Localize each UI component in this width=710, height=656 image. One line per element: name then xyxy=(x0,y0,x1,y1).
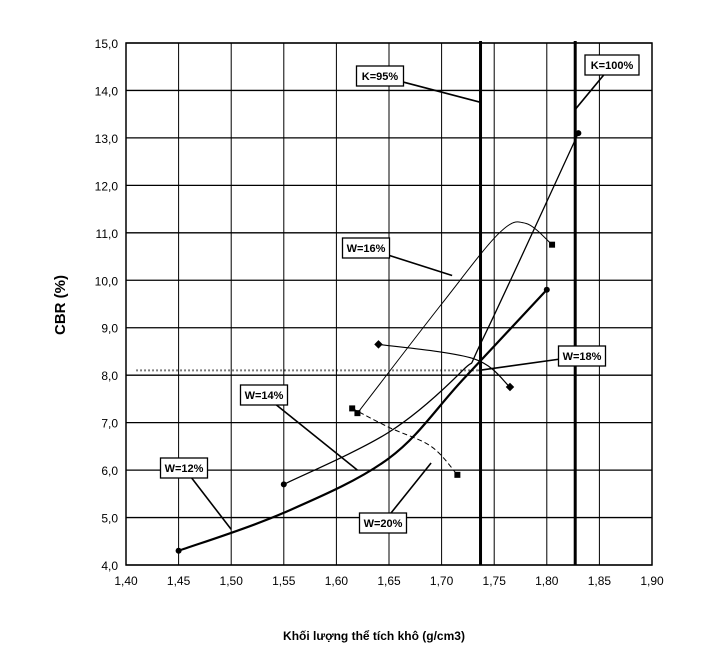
y-tick-label: 9,0 xyxy=(101,322,118,336)
series-group xyxy=(175,130,582,554)
data-point xyxy=(280,481,287,488)
series-line xyxy=(357,221,553,414)
x-tick-label: 1,45 xyxy=(167,574,191,588)
data-point xyxy=(575,130,582,137)
x-tick-label: 1,85 xyxy=(588,574,612,588)
chart-grid xyxy=(125,42,653,566)
y-tick-label: 11,0 xyxy=(96,227,119,241)
data-point xyxy=(354,410,361,417)
label-text: W=20% xyxy=(364,518,403,530)
y-tick-label: 14,0 xyxy=(95,84,119,98)
y-tick-label: 10,0 xyxy=(95,274,119,288)
series-line xyxy=(178,289,548,552)
y-tick-label: 12,0 xyxy=(95,179,119,193)
data-point xyxy=(543,286,550,293)
y-tick-label: 4,0 xyxy=(101,559,118,573)
data-point xyxy=(505,382,515,392)
y-tick-label: 15,0 xyxy=(95,37,119,51)
label-text: W=16% xyxy=(347,243,386,255)
label-box xyxy=(358,512,408,534)
label-box xyxy=(239,384,289,406)
y-tick-label: 5,0 xyxy=(101,512,118,526)
label-text: W=18% xyxy=(563,351,602,363)
label-text: W=12% xyxy=(165,463,204,475)
x-tick-label: 1,55 xyxy=(272,574,296,588)
x-tick-label: 1,40 xyxy=(114,574,138,588)
label-text: W=14% xyxy=(245,390,284,402)
series-line xyxy=(283,132,579,485)
x-tick-label: 1,65 xyxy=(377,574,401,588)
label-text: K=95% xyxy=(362,71,399,83)
y-tick-label: 7,0 xyxy=(101,417,118,431)
label-text: K=100% xyxy=(591,60,634,72)
y-tick-label: 13,0 xyxy=(95,132,119,146)
x-tick-label: 1,75 xyxy=(483,574,507,588)
series-line xyxy=(351,407,458,476)
label-box xyxy=(341,237,391,259)
x-tick-label: 1,90 xyxy=(640,574,664,588)
x-axis-title: Khối lượng thể tích khô (g/cm3) xyxy=(283,629,465,643)
x-tick-label: 1,80 xyxy=(535,574,559,588)
y-tick-label: 6,0 xyxy=(101,464,118,478)
y-axis-title: CBR (%) xyxy=(52,275,69,335)
data-point xyxy=(349,405,356,412)
x-tick-label: 1,60 xyxy=(325,574,349,588)
data-point xyxy=(374,340,383,349)
series-labels: K=95% K=100% W=12% W=14% W=16% W=18% W=20% xyxy=(159,54,640,534)
x-tick-label: 1,70 xyxy=(430,574,454,588)
x-tick-label: 1,50 xyxy=(220,574,244,588)
label-leader xyxy=(263,394,358,471)
data-point xyxy=(549,241,556,248)
reference-lines xyxy=(136,41,577,565)
tick-labels: 1,40 1,45 1,50 1,55 1,60 1,65 1,70 1,75 1,80 1,85… xyxy=(95,37,664,588)
data-point xyxy=(175,547,182,554)
label-box xyxy=(355,65,405,87)
label-box xyxy=(557,345,607,367)
y-tick-label: 8,0 xyxy=(101,369,118,383)
label-box xyxy=(159,457,209,479)
data-point xyxy=(454,471,461,478)
plot-frame xyxy=(125,42,653,566)
series-line xyxy=(378,343,511,388)
label-box xyxy=(584,54,640,76)
